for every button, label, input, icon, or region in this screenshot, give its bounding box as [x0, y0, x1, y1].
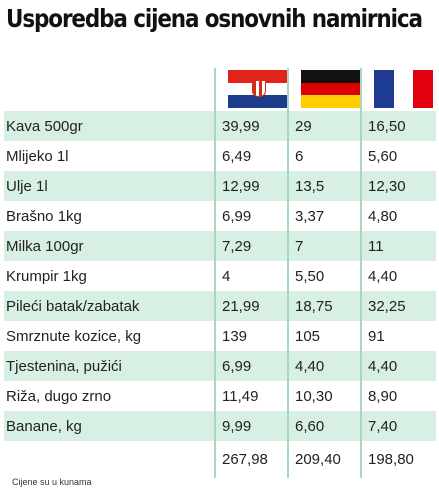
- price-cell-germany: 4,40: [287, 351, 360, 381]
- header-empty-cell: [4, 68, 214, 111]
- table-row: Krumpir 1kg 4 5,50 4,40: [4, 261, 436, 291]
- header-croatia: [214, 68, 287, 111]
- price-cell-croatia: 21,99: [214, 291, 287, 321]
- item-name-cell: Brašno 1kg: [6, 207, 82, 225]
- price-cell-croatia: 12,99: [214, 171, 287, 201]
- totals-label-cell: [4, 441, 214, 478]
- table-row: Milka 100gr 7,29 7 11: [4, 231, 436, 261]
- header-france: [360, 68, 436, 111]
- total-croatia: 267,98: [214, 441, 287, 478]
- page-title: Usporedba cijena osnovnih namirnica: [6, 4, 423, 33]
- price-cell-france: 4,40: [360, 351, 436, 381]
- price-cell-france: 91: [360, 321, 436, 351]
- price-cell-germany: 3,37: [287, 201, 360, 231]
- price-cell-germany: 5,50: [287, 261, 360, 291]
- item-name-cell: Milka 100gr: [4, 231, 214, 261]
- item-name-cell: Banane, kg: [4, 411, 214, 441]
- table-row: Mlijeko 1l 6,49 6 5,60: [4, 141, 436, 171]
- price-cell-croatia: 9,99: [214, 411, 287, 441]
- price-cell-france: 16,50: [360, 111, 436, 141]
- item-name-cell: Pileći batak/zabatak: [4, 291, 214, 321]
- item-name-cell: Smrznute kozice, kg: [6, 327, 142, 345]
- price-cell-germany: 13,5: [287, 171, 360, 201]
- table-row: Smrznute kozice, kg 139 105 91: [4, 321, 436, 351]
- price-cell-france: 4,80: [360, 201, 436, 231]
- item-name-cell: Riža, dugo zrno: [6, 387, 112, 405]
- table-row: Pileći batak/zabatak 21,99 18,75 32,25: [4, 291, 436, 321]
- total-germany: 209,40: [287, 441, 360, 478]
- item-name-cell: Krumpir 1kg: [6, 267, 87, 285]
- price-cell-germany: 18,75: [287, 291, 360, 321]
- price-cell-france: 4,40: [360, 261, 436, 291]
- price-cell-france: 5,60: [360, 141, 436, 171]
- croatia-flag-icon: [228, 70, 287, 108]
- item-name-cell: Tjestenina, pužići: [4, 351, 214, 381]
- table-body: Kava 500gr 39,99 29 16,50 Mlijeko 1l 6,49 6 5,6…: [4, 111, 436, 441]
- france-flag-icon: [374, 70, 433, 108]
- price-cell-croatia: 6,99: [214, 351, 287, 381]
- price-cell-croatia: 11,49: [214, 381, 287, 411]
- price-cell-croatia: 39,99: [214, 111, 287, 141]
- table-row: Kava 500gr 39,99 29 16,50: [4, 111, 436, 141]
- price-cell-germany: 29: [287, 111, 360, 141]
- price-cell-germany: 6,60: [287, 411, 360, 441]
- table-row: Ulje 1l 12,99 13,5 12,30: [4, 171, 436, 201]
- price-cell-croatia: 6,99: [214, 201, 287, 231]
- croatia-coat-of-arms-icon: [252, 80, 266, 97]
- price-cell-germany: 7: [287, 231, 360, 261]
- price-cell-france: 32,25: [360, 291, 436, 321]
- price-cell-germany: 10,30: [287, 381, 360, 411]
- item-name-cell: Ulje 1l: [4, 171, 214, 201]
- price-table-container: Kava 500gr 39,99 29 16,50 Mlijeko 1l 6,49 6 5,6…: [4, 68, 436, 478]
- price-comparison-table: Kava 500gr 39,99 29 16,50 Mlijeko 1l 6,49 6 5,6…: [4, 68, 436, 478]
- price-cell-germany: 6: [287, 141, 360, 171]
- price-cell-france: 12,30: [360, 171, 436, 201]
- header-germany: [287, 68, 360, 111]
- price-cell-croatia: 7,29: [214, 231, 287, 261]
- currency-note: Cijene su u kunama: [12, 477, 92, 487]
- item-name-cell: Mlijeko 1l: [6, 147, 69, 165]
- table-row: Riža, dugo zrno 11,49 10,30 8,90: [4, 381, 436, 411]
- price-cell-croatia: 139: [214, 321, 287, 351]
- table-row: Banane, kg 9,99 6,60 7,40: [4, 411, 436, 441]
- total-france: 198,80: [360, 441, 436, 478]
- price-cell-croatia: 4: [214, 261, 287, 291]
- table-row: Brašno 1kg 6,99 3,37 4,80: [4, 201, 436, 231]
- price-cell-france: 11: [360, 231, 436, 261]
- item-name-cell: Kava 500gr: [4, 111, 214, 141]
- price-cell-germany: 105: [287, 321, 360, 351]
- table-row: Tjestenina, pužići 6,99 4,40 4,40: [4, 351, 436, 381]
- price-cell-france: 8,90: [360, 381, 436, 411]
- price-cell-france: 7,40: [360, 411, 436, 441]
- price-cell-croatia: 6,49: [214, 141, 287, 171]
- totals-row: 267,98 209,40 198,80: [4, 441, 436, 478]
- germany-flag-icon: [301, 70, 360, 108]
- header-row: [4, 68, 436, 111]
